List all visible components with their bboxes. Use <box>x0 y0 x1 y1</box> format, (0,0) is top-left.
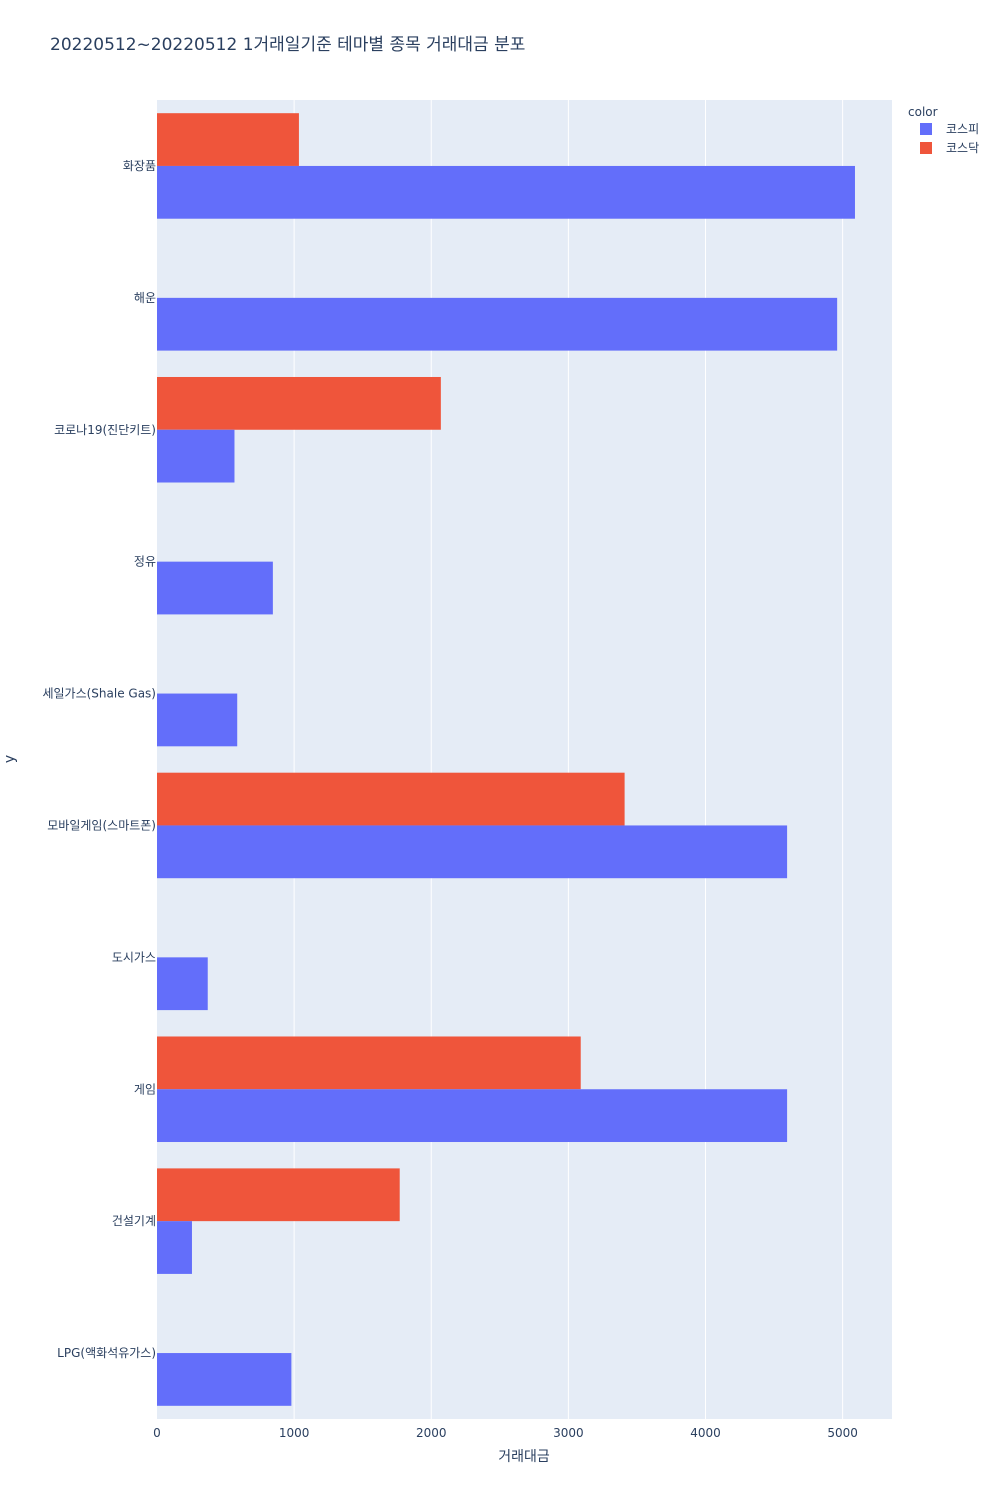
x-axis-ticks: 0 1000 2000 3000 4000 5000 <box>153 1426 858 1440</box>
y-tick-label: 코로나19(진단키트) <box>54 423 156 437</box>
bar-kospi-6 <box>157 957 208 1011</box>
x-tick-label: 0 <box>153 1426 161 1440</box>
legend-label-1[interactable]: 코스닥 <box>946 141 979 155</box>
x-tick-label: 1000 <box>279 1426 310 1440</box>
legend-title: color <box>908 105 938 119</box>
bar-kospi-9 <box>157 1353 292 1406</box>
y-tick-label: 게임 <box>134 1082 156 1096</box>
y-tick-label: 도시가스 <box>112 950 156 964</box>
y-tick-label: 화장품 <box>123 159 156 173</box>
y-tick-label: 건설기계 <box>112 1214 156 1228</box>
bar-kospi-1 <box>157 297 838 351</box>
bar-kosdaq-0 <box>157 113 299 166</box>
bar-kosdaq-8 <box>157 1168 400 1222</box>
chart-title: 20220512~20220512 1거래일기준 테마별 종목 거래대금 분포 <box>50 35 525 55</box>
y-tick-label: LPG(액화석유가스) <box>57 1346 156 1360</box>
y-axis-title: y <box>2 755 18 763</box>
bar-kosdaq-5 <box>157 772 625 826</box>
legend-swatch-1[interactable] <box>920 142 932 154</box>
y-tick-label: 모바일게임(스마트폰) <box>47 818 156 832</box>
legend-label-0[interactable]: 코스피 <box>946 122 979 136</box>
bar-kospi-4 <box>157 693 238 747</box>
x-tick-label: 5000 <box>827 1426 858 1440</box>
bar-kospi-7 <box>157 1089 788 1143</box>
x-tick-label: 2000 <box>416 1426 447 1440</box>
x-axis-title: 거래대금 <box>498 1449 550 1465</box>
y-tick-label: 세일가스(Shale Gas) <box>42 687 156 701</box>
bars <box>157 113 855 1406</box>
x-tick-label: 3000 <box>553 1426 584 1440</box>
y-tick-label: 정유 <box>134 555 156 569</box>
legend-swatch-0[interactable] <box>920 123 932 135</box>
bar-kospi-3 <box>157 561 273 615</box>
y-tick-label: 해운 <box>134 291 156 305</box>
x-tick-label: 4000 <box>690 1426 721 1440</box>
bar-kosdaq-7 <box>157 1036 581 1090</box>
bar-kospi-2 <box>157 429 235 483</box>
bar-kospi-5 <box>157 825 788 879</box>
bar-kospi-8 <box>157 1221 192 1274</box>
bar-kosdaq-2 <box>157 376 441 430</box>
bar-kospi-0 <box>157 165 855 219</box>
